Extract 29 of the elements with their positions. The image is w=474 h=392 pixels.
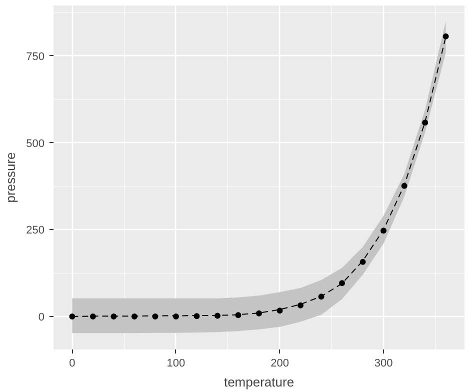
x-tick-label: 200 bbox=[270, 358, 289, 370]
y-tick-label: 250 bbox=[26, 224, 45, 237]
y-tick-label: 500 bbox=[26, 138, 45, 150]
point bbox=[69, 313, 76, 320]
x-tick-label: 300 bbox=[374, 358, 393, 370]
y-tick-label: 750 bbox=[26, 50, 45, 63]
point bbox=[152, 313, 158, 320]
point bbox=[172, 313, 179, 320]
x-tick-label: 0 bbox=[69, 358, 76, 370]
x-axis-title: temperature bbox=[224, 374, 294, 390]
point bbox=[276, 308, 283, 314]
x-tick-label: 100 bbox=[166, 358, 186, 370]
point bbox=[360, 258, 366, 265]
point bbox=[339, 280, 346, 286]
point bbox=[110, 313, 117, 320]
point bbox=[401, 182, 408, 189]
point bbox=[318, 294, 324, 300]
point bbox=[256, 310, 262, 316]
point bbox=[90, 313, 96, 320]
point bbox=[131, 313, 138, 320]
point bbox=[235, 312, 242, 318]
point bbox=[298, 302, 304, 308]
y-axis-title: pressure bbox=[3, 152, 18, 203]
y-tick-label: 0 bbox=[38, 311, 45, 324]
point bbox=[442, 33, 449, 40]
point bbox=[422, 120, 428, 126]
point bbox=[194, 313, 200, 320]
point bbox=[380, 228, 387, 234]
point bbox=[214, 312, 220, 319]
